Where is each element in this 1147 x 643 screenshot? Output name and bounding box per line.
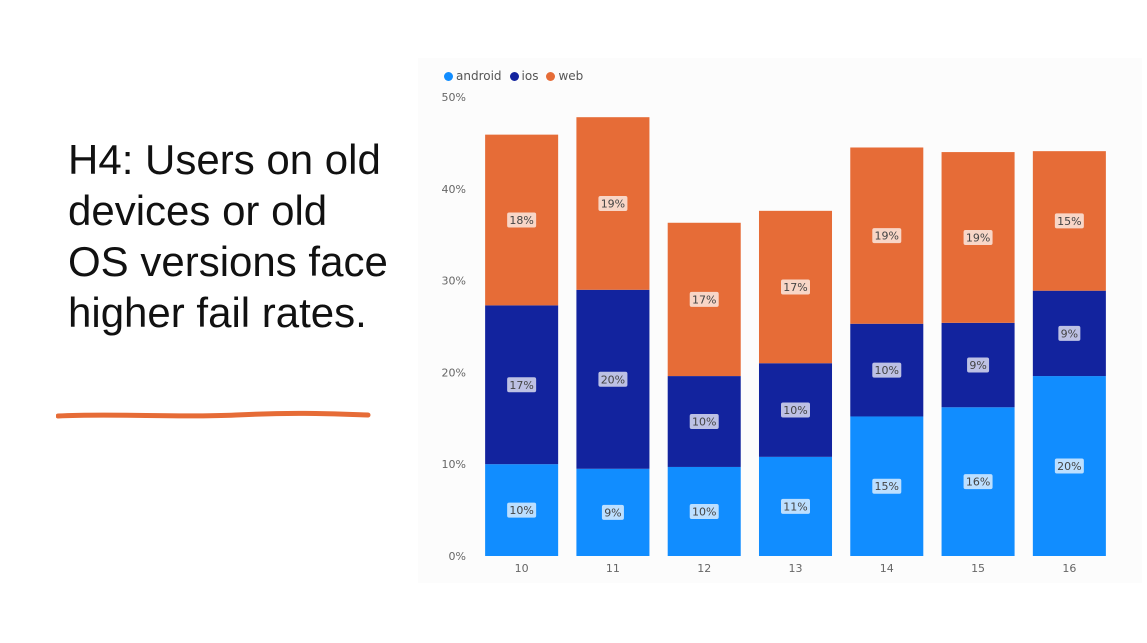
y-tick-label: 0% xyxy=(449,550,466,563)
data-label-box xyxy=(598,371,628,387)
data-label: 19% xyxy=(966,231,990,244)
legend-label-web: web xyxy=(558,69,584,83)
y-tick-label: 40% xyxy=(442,183,466,196)
data-label-box xyxy=(781,279,810,295)
legend-item-web: web xyxy=(546,69,583,83)
data-label: 15% xyxy=(1057,215,1081,228)
x-tick-label: 10 xyxy=(515,562,529,575)
data-label: 9% xyxy=(1061,327,1078,340)
data-label-box xyxy=(963,229,993,245)
data-label: 17% xyxy=(509,379,533,392)
data-label: 20% xyxy=(601,373,625,386)
data-label: 16% xyxy=(966,476,990,489)
data-label: 18% xyxy=(509,214,533,227)
data-label-box xyxy=(507,502,537,518)
data-label-box xyxy=(872,362,902,378)
data-label-box xyxy=(1054,213,1084,229)
data-label-box xyxy=(963,474,993,490)
data-label: 17% xyxy=(783,281,807,294)
data-label: 10% xyxy=(783,404,807,417)
stacked-bar-chart: 0% 10% 20% 30% 40% 50% 10% 17% 18% 10 9% 20% 19% 11 10… xyxy=(442,91,1106,575)
data-label: 9% xyxy=(604,506,621,519)
data-label-box xyxy=(1054,458,1084,474)
x-tick-label: 12 xyxy=(697,562,711,575)
data-label-box xyxy=(507,212,537,228)
data-label-box xyxy=(1058,325,1081,341)
data-label: 15% xyxy=(875,480,899,493)
data-label-box xyxy=(781,402,810,418)
y-tick-label: 20% xyxy=(442,366,466,379)
data-label: 10% xyxy=(692,505,716,518)
data-label-box xyxy=(598,195,628,211)
data-label: 20% xyxy=(1057,460,1081,473)
data-label-box xyxy=(872,478,902,494)
chart-legend: android ios web xyxy=(444,69,583,83)
y-tick-label: 50% xyxy=(442,91,466,104)
x-tick-label: 11 xyxy=(606,562,620,575)
legend-label-ios: ios xyxy=(521,69,539,83)
data-label-box xyxy=(689,414,719,430)
data-label-box xyxy=(601,504,624,520)
x-tick-label: 14 xyxy=(880,562,894,575)
legend-item-android: android xyxy=(444,69,502,83)
legend-label-android: android xyxy=(456,69,502,83)
data-label: 17% xyxy=(692,293,716,306)
data-label: 11% xyxy=(783,500,807,513)
data-label: 10% xyxy=(692,416,716,429)
data-label: 10% xyxy=(509,504,533,517)
legend-swatch-ios xyxy=(509,71,519,81)
x-tick-label: 13 xyxy=(789,562,803,575)
data-label-box xyxy=(689,503,719,519)
data-label: 10% xyxy=(875,364,899,377)
data-label: 9% xyxy=(969,359,986,372)
data-label-box xyxy=(689,291,719,307)
x-tick-label: 15 xyxy=(971,562,985,575)
legend-swatch-android xyxy=(444,71,453,81)
y-tick-label: 10% xyxy=(442,458,466,471)
data-label-box xyxy=(967,357,990,373)
slide-title: H4: Users on old devices or old OS versi… xyxy=(68,136,388,336)
data-label-box xyxy=(781,498,810,514)
y-tick-label: 30% xyxy=(442,275,466,288)
data-label-box xyxy=(507,377,537,393)
data-label-box xyxy=(872,228,902,244)
title-underline xyxy=(56,410,371,419)
legend-swatch-web xyxy=(546,71,556,81)
x-tick-label: 16 xyxy=(1062,562,1076,575)
legend-item-ios: ios xyxy=(509,69,539,83)
data-label: 19% xyxy=(875,230,899,243)
data-label: 19% xyxy=(601,197,625,210)
